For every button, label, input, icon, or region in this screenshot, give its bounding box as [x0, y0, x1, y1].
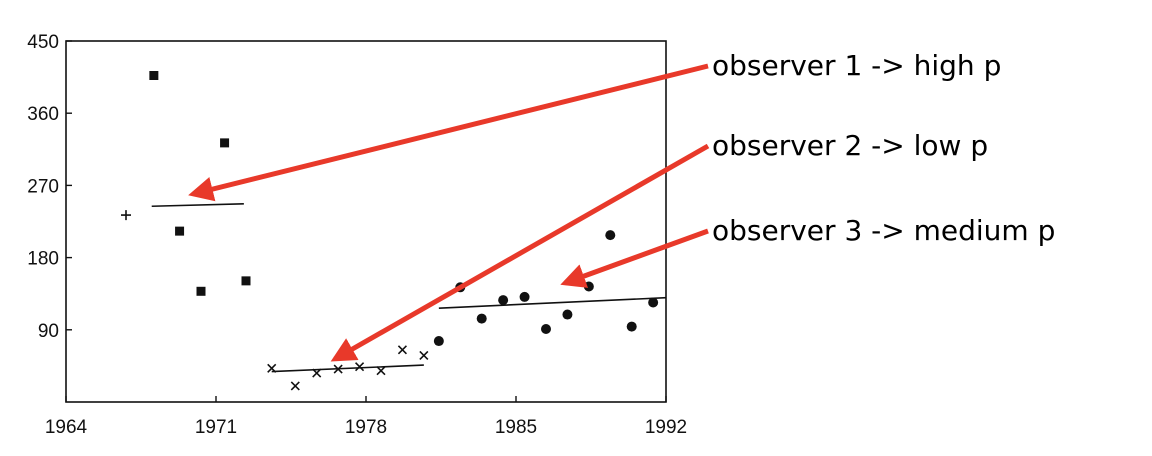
circle-point	[626, 321, 637, 332]
fit-line	[438, 296, 667, 309]
cross-point	[397, 345, 407, 355]
circle-point	[519, 291, 530, 302]
annotation-arrow-3	[560, 228, 709, 288]
annotation-arrow-1	[188, 63, 709, 202]
square-point	[175, 226, 185, 236]
square-point	[220, 138, 230, 148]
cross-point	[290, 381, 300, 391]
fit-line	[151, 203, 244, 208]
fit-lines	[151, 203, 667, 373]
x-tick-label: 1978	[345, 417, 387, 438]
circle-point	[541, 323, 551, 334]
circle-point	[648, 297, 659, 308]
circle-point	[476, 313, 487, 324]
cross-point	[419, 350, 429, 361]
x-tick-label: 1985	[495, 417, 537, 438]
annotation-3: observer 3 -> medium p	[560, 214, 1055, 288]
y-tick-label: 360	[27, 104, 59, 125]
cross-point	[333, 364, 343, 374]
cross-point	[267, 363, 277, 373]
y-tick-label: 450	[27, 32, 59, 53]
x-axis: 1964 1971 1978 1985 1992	[45, 396, 687, 438]
annotation-1: observer 1 -> high p	[188, 49, 1001, 202]
annotation-label-1: observer 1 -> high p	[712, 49, 1001, 82]
square-point	[149, 70, 159, 80]
data-points	[121, 70, 659, 391]
x-tick-label: 1971	[195, 417, 237, 438]
circle-point	[583, 281, 594, 292]
y-tick-label: 270	[27, 176, 59, 197]
cross-point	[355, 362, 365, 372]
square-point	[196, 286, 206, 296]
cross-point	[376, 366, 386, 376]
x-tick-label: 1992	[645, 417, 687, 438]
x-tick-label: 1964	[45, 417, 88, 438]
fit-line	[271, 364, 424, 373]
annotation-2: observer 2 -> low p	[330, 129, 988, 362]
square-point	[241, 276, 251, 286]
annotation-arrow-2	[330, 143, 710, 362]
circle-point	[433, 336, 444, 347]
cross-point	[312, 368, 322, 378]
annotation-label-3: observer 3 -> medium p	[712, 214, 1055, 247]
y-tick-label: 90	[38, 321, 59, 342]
y-tick-label: 180	[27, 249, 59, 270]
circle-point	[562, 309, 573, 320]
circle-point	[605, 230, 616, 241]
annotation-label-2: observer 2 -> low p	[712, 129, 988, 162]
circle-point	[498, 295, 509, 306]
plus-point	[121, 210, 131, 221]
y-axis: 90 180 270 360 450	[27, 32, 72, 342]
